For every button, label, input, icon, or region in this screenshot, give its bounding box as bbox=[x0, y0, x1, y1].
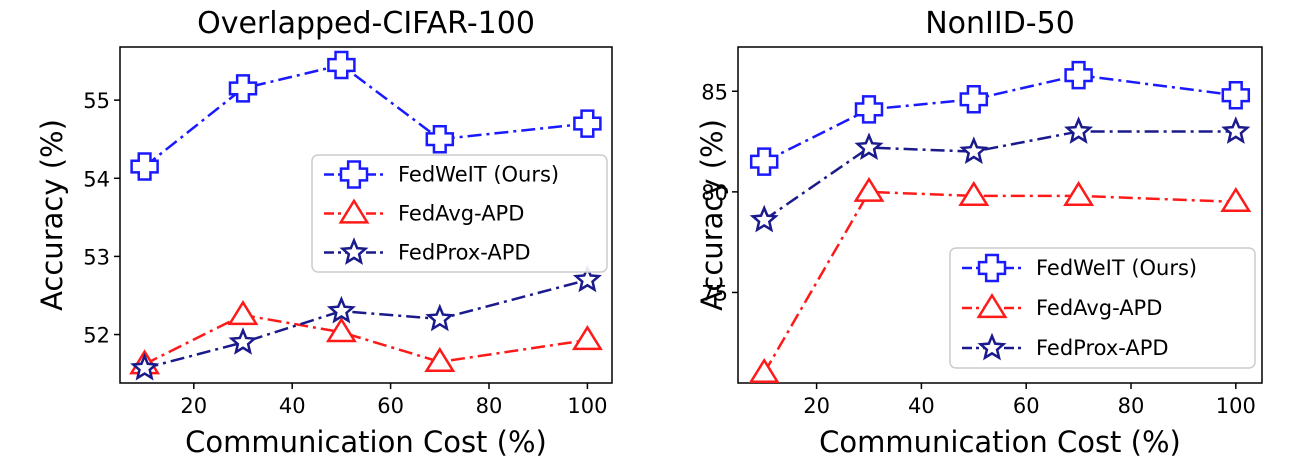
chart-title: NonIID-50 bbox=[925, 6, 1075, 41]
legend-marker bbox=[338, 198, 370, 224]
series-fedprox-apd bbox=[749, 116, 1251, 233]
x-axis-label: Communication Cost (%) bbox=[185, 425, 547, 459]
data-point bbox=[1220, 186, 1252, 212]
x-tick-label: 60 bbox=[377, 394, 404, 418]
x-tick-label: 60 bbox=[1013, 394, 1040, 418]
data-point bbox=[959, 85, 989, 114]
series-line bbox=[144, 278, 588, 370]
x-tick-label: 40 bbox=[279, 394, 306, 418]
legend-label: FedWeIT (Ours) bbox=[1036, 256, 1197, 280]
data-point bbox=[130, 152, 159, 181]
data-point bbox=[749, 147, 779, 176]
data-point bbox=[959, 136, 989, 164]
series-fedprox-apd bbox=[130, 264, 602, 381]
plot-frame bbox=[737, 46, 1263, 384]
y-tick-label: 55 bbox=[83, 89, 110, 113]
data-point bbox=[227, 300, 259, 326]
data-point bbox=[1221, 116, 1251, 144]
y-axis-label: Accuracy (%) bbox=[35, 119, 69, 311]
legend: FedWeIT (Ours) FedAvg-APD FedProx-APD bbox=[949, 247, 1256, 369]
series-line bbox=[143, 63, 588, 168]
data-point bbox=[424, 346, 456, 372]
legend-label: FedAvg-APD bbox=[1036, 296, 1162, 320]
chart-2: NonIID-50 20 40 60 80 100 75 80 85 Communication … bbox=[695, 6, 1263, 459]
data-point bbox=[327, 50, 356, 80]
x-tick-label: 100 bbox=[567, 394, 607, 418]
series-line bbox=[144, 313, 588, 366]
data-point bbox=[325, 317, 357, 343]
series-line bbox=[763, 190, 1236, 374]
legend-label: FedAvg-APD bbox=[398, 202, 524, 226]
data-point bbox=[854, 95, 884, 124]
legend-label: FedProx-APD bbox=[1036, 336, 1169, 360]
y-tick-label: 53 bbox=[83, 245, 110, 269]
data-point bbox=[425, 124, 455, 154]
series-fedavg-apd bbox=[748, 176, 1252, 384]
data-point bbox=[571, 325, 603, 351]
x-tick-label: 20 bbox=[803, 394, 830, 418]
legend-box bbox=[311, 154, 608, 273]
legend-label: FedProx-APD bbox=[398, 241, 531, 265]
x-tick-label: 40 bbox=[908, 394, 935, 418]
x-tick-label: 20 bbox=[180, 394, 207, 418]
chart-title: Overlapped-CIFAR-100 bbox=[197, 6, 535, 41]
data-point bbox=[326, 295, 356, 324]
data-point bbox=[958, 180, 990, 206]
plot-frame bbox=[119, 46, 613, 384]
y-tick-label: 52 bbox=[83, 324, 110, 348]
data-point bbox=[854, 132, 884, 160]
data-point bbox=[1064, 60, 1093, 90]
legend-marker bbox=[977, 253, 1007, 283]
legend-marker bbox=[339, 160, 369, 189]
legend-box bbox=[949, 247, 1256, 369]
y-axis-label: Accuracy (%) bbox=[695, 119, 729, 311]
data-point bbox=[1064, 116, 1094, 144]
legend-marker bbox=[339, 237, 369, 265]
x-tick-label: 80 bbox=[476, 394, 503, 418]
data-point bbox=[425, 303, 455, 332]
x-tick-label: 80 bbox=[1118, 394, 1145, 418]
legend-marker bbox=[976, 293, 1008, 319]
series-fedweit-ours bbox=[130, 50, 602, 181]
series-fedweit-ours bbox=[749, 60, 1251, 176]
series-fedavg-apd bbox=[129, 300, 603, 375]
data-point bbox=[572, 264, 602, 293]
chart-1: Overlapped-CIFAR-100 20 40 60 80 100 52 53 54 55 C… bbox=[35, 6, 613, 459]
y-tick-label: 85 bbox=[701, 80, 728, 104]
data-point bbox=[228, 327, 258, 355]
data-point bbox=[1221, 81, 1251, 110]
series-line bbox=[763, 130, 1236, 222]
data-point bbox=[573, 109, 602, 138]
series-line bbox=[763, 73, 1236, 163]
y-tick-label: 75 bbox=[701, 281, 728, 305]
y-tick-label: 54 bbox=[83, 167, 110, 191]
data-point bbox=[130, 352, 160, 381]
legend-marker bbox=[977, 332, 1007, 361]
data-point bbox=[749, 204, 779, 233]
data-point bbox=[853, 176, 885, 202]
x-tick-label: 100 bbox=[1216, 394, 1256, 418]
data-point bbox=[748, 357, 780, 384]
y-tick-label: 80 bbox=[701, 181, 728, 205]
legend: FedWeIT (Ours) FedAvg-APD FedProx-APD bbox=[311, 154, 608, 273]
legend-label: FedWeIT (Ours) bbox=[398, 163, 559, 187]
x-axis-label: Communication Cost (%) bbox=[819, 425, 1181, 459]
data-point bbox=[228, 74, 258, 103]
data-point bbox=[1063, 180, 1095, 206]
